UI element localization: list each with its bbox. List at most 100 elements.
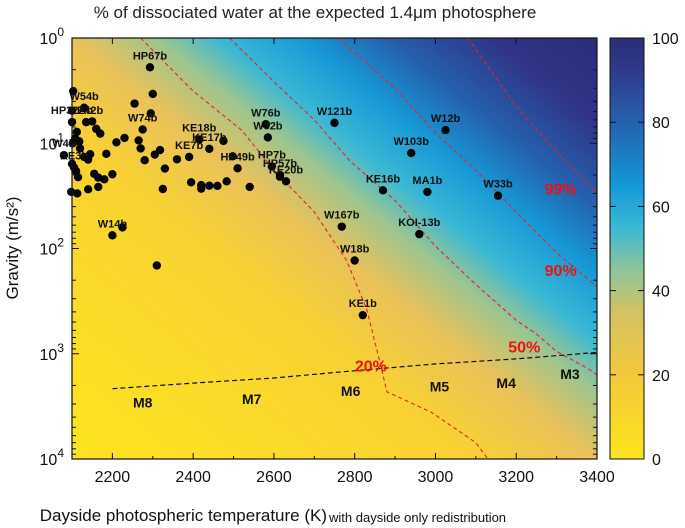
planet-point [146,109,155,118]
planet-point [350,256,359,265]
mass-boundary-line [112,351,597,390]
colorbar-tick-label: 0 [652,452,661,469]
planet-point [160,164,170,173]
planet-label: KOI-13b [398,217,440,229]
x-tick-label: 3200 [498,469,534,486]
planet-label: HP57b [263,158,298,170]
planet-point [172,155,182,164]
y-axis-label: Gravity (m/s²) [3,197,22,300]
planet-point [100,175,109,184]
planet-label: KE17b [192,132,227,144]
planet-label: W12b [431,113,461,125]
planet-label: KE18b [182,122,217,134]
planet-label: HP49b [220,151,255,163]
planet-point [219,136,228,146]
x-tick-label: 2800 [337,469,373,486]
planet-label: W103b [393,136,429,148]
mass-label: M4 [496,375,516,391]
planet-point [73,172,83,182]
planet-label: KE7b [175,140,203,152]
planet-point [407,148,416,158]
planet-label: W82b [253,120,283,132]
planet-point [228,152,237,161]
planet-label: W4b [52,138,76,150]
y-tick-label: 103 [40,341,65,364]
planet-label: W76b [251,107,281,119]
y-tick-label: 102 [40,236,65,259]
planet-point [73,189,82,198]
planet-point [96,129,105,138]
planet-point [145,63,155,72]
colorbar-tick-label: 60 [652,199,670,216]
x-tick-label: 2400 [175,469,211,486]
planet-point [102,149,111,159]
planet-point [152,261,162,270]
planet-point [205,144,214,154]
y-axis-ticks: 100 101 102 103 104 [40,25,597,469]
x-tick-label: 3000 [418,469,454,486]
planet-point [186,178,196,187]
planet-point [79,103,89,112]
contour-90pct [338,38,597,288]
planet-label: MA1b [412,175,442,187]
planet-point [358,310,367,320]
contour-labels: 20% 50% 90% 99% [355,182,577,376]
x-axis-sublabel: with dayside only redistribution [328,510,506,525]
x-tick-label: 2200 [95,469,131,486]
planet-point [213,181,222,191]
planet-label: HP67b [133,50,168,62]
mass-label: M3 [560,366,580,382]
planet-point [130,99,139,108]
colorbar [609,37,645,460]
planet-point [69,86,78,96]
planet-point [261,120,271,129]
planet-label: W33b [483,179,513,191]
contour-label: 50% [508,339,540,356]
colorbar-tick-label: 100 [652,31,679,48]
colorbar-tick-label: 40 [652,284,670,301]
planet-point [155,145,165,155]
planet-label: KE1b [349,298,377,310]
heatmap [72,38,597,459]
x-axis-label: Dayside photospheric temperature (K) [40,506,327,525]
planet-point [184,152,194,162]
contour-label: 90% [545,263,577,280]
planet-point [94,182,103,192]
planet-label: W18b [340,243,370,255]
planet-label: KE42b [69,105,104,117]
colorbar-tick-label: 20 [652,368,670,385]
planet-point [83,185,93,194]
y-tick-label: 100 [40,25,65,48]
planet-label: W54b [69,91,99,103]
planet-point [493,191,503,200]
planet-point [205,181,214,190]
planet-point [378,186,388,195]
planet-point [281,177,291,186]
y-tick-label: 101 [40,130,65,153]
planet-point [275,172,285,181]
y-tick-label: 104 [40,446,65,469]
planet-point [197,184,206,193]
planet-point [120,133,129,143]
planet-label: KE20b [269,164,304,176]
colorbar-tick-label: 80 [652,115,670,132]
contour-20pct [140,38,489,459]
mass-label: M5 [430,379,450,395]
contour-99pct [467,38,597,194]
contour-label: 20% [355,359,387,376]
colorbar-ticks: 0 20 40 60 80 100 [610,31,679,469]
planet-label: W121b [317,106,353,118]
planet-label: W167b [324,210,360,222]
planet-point [112,138,121,147]
planet-point [83,155,93,164]
planet-point [415,229,424,239]
x-tick-label: 3400 [579,469,615,486]
planet-point [134,136,143,145]
planet-point [108,231,117,240]
planet-point [108,170,117,179]
planet-point [263,133,273,142]
mass-label: M8 [133,394,153,410]
planet-label: HP7b [258,149,286,161]
planet-point [441,125,450,135]
